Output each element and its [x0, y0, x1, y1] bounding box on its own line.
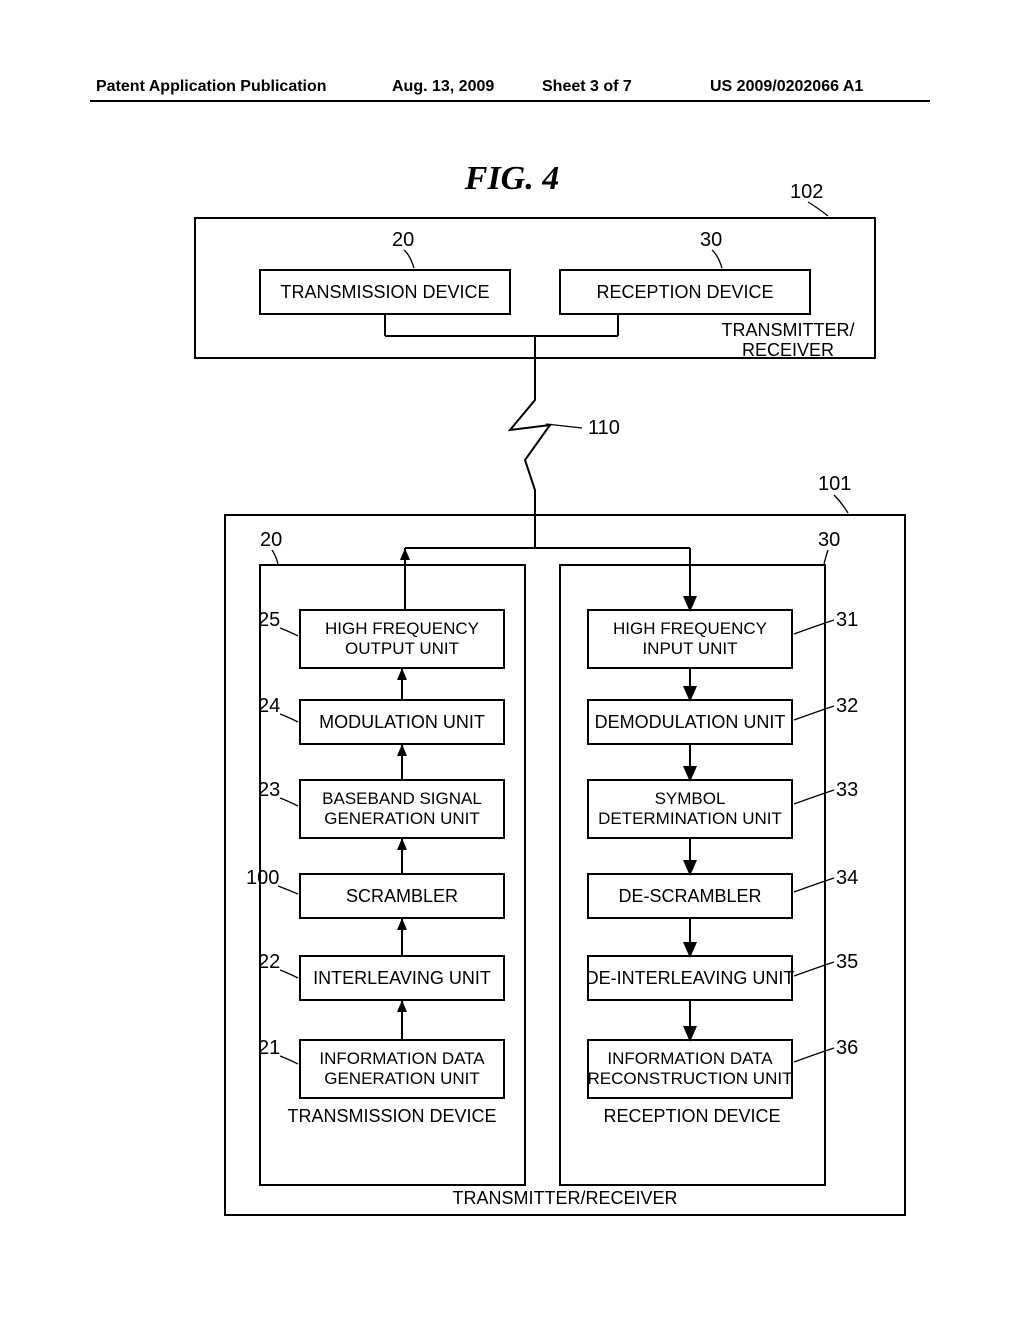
tx-21-l1: INFORMATION DATA — [319, 1049, 485, 1068]
leader-100 — [278, 886, 298, 894]
tx-24-l1: MODULATION UNIT — [319, 712, 485, 732]
leader-21 — [280, 1056, 298, 1064]
ref-36: 36 — [836, 1037, 858, 1059]
rx-35-l1: DE-INTERLEAVING UNIT — [586, 968, 795, 988]
tx-23-l1: BASEBAND SIGNAL — [322, 789, 482, 808]
rx-33-l1: SYMBOL — [655, 789, 726, 808]
ref-34: 34 — [836, 867, 858, 889]
leader-24 — [280, 714, 298, 722]
rx-32-l1: DEMODULATION UNIT — [595, 712, 786, 732]
tx-100-l1: SCRAMBLER — [346, 886, 458, 906]
leader-30-upper — [712, 250, 722, 268]
ref-100: 100 — [246, 867, 279, 889]
tx-22-l1: INTERLEAVING UNIT — [313, 968, 491, 988]
leader-102 — [808, 202, 828, 216]
ref-35: 35 — [836, 951, 858, 973]
ref-30-upper: 30 — [700, 229, 722, 251]
ref-20-lower: 20 — [260, 529, 282, 551]
rx-34-l1: DE-SCRAMBLER — [618, 886, 761, 906]
leader-36 — [794, 1048, 834, 1062]
leader-33 — [794, 790, 834, 804]
tx-25-l2: OUTPUT UNIT — [345, 639, 459, 658]
ref-101: 101 — [818, 473, 851, 495]
rx-36-l1: INFORMATION DATA — [607, 1049, 773, 1068]
wireless-link — [510, 358, 550, 548]
leader-31 — [794, 620, 834, 634]
rx-31-l2: INPUT UNIT — [642, 639, 737, 658]
leader-20-upper — [404, 250, 414, 268]
ref-33: 33 — [836, 779, 858, 801]
leader-30-lower — [824, 550, 828, 564]
leader-34 — [794, 878, 834, 892]
upper-tx-label: TRANSMISSION DEVICE — [280, 282, 489, 302]
leader-23 — [280, 798, 298, 806]
tx-25-l1: HIGH FREQUENCY — [325, 619, 479, 638]
ref-23: 23 — [258, 779, 280, 801]
upper-rx-label: RECEPTION DEVICE — [596, 282, 773, 302]
rx-36-l2: RECONSTRUCTION UNIT — [588, 1069, 793, 1088]
ref-32: 32 — [836, 695, 858, 717]
upper-tr-label-line1: TRANSMITTER/ — [722, 320, 855, 340]
tx-23-l2: GENERATION UNIT — [324, 809, 480, 828]
ref-30-lower: 30 — [818, 529, 840, 551]
ref-22: 22 — [258, 951, 280, 973]
ref-24: 24 — [258, 695, 280, 717]
ref-20-upper: 20 — [392, 229, 414, 251]
lower-branch-up-tx-ah — [400, 548, 410, 560]
ref-31: 31 — [836, 609, 858, 631]
leader-25 — [280, 628, 298, 636]
lower-outer-caption: TRANSMITTER/RECEIVER — [452, 1188, 677, 1208]
ref-25: 25 — [258, 609, 280, 631]
block-diagram: 102 TRANSMISSION DEVICE 20 RECEPTION DEV… — [0, 0, 1024, 1320]
lower-rx-caption: RECEPTION DEVICE — [603, 1106, 780, 1126]
rx-31-l1: HIGH FREQUENCY — [613, 619, 767, 638]
leader-22 — [280, 970, 298, 978]
leader-20-lower — [272, 550, 278, 564]
leader-110 — [546, 424, 582, 428]
leader-35 — [794, 962, 834, 976]
ref-102: 102 — [790, 181, 823, 203]
leader-101 — [834, 495, 848, 513]
ref-21: 21 — [258, 1037, 280, 1059]
upper-tr-label-line2: RECEIVER — [742, 340, 834, 360]
ref-110: 110 — [588, 417, 620, 439]
rx-33-l2: DETERMINATION UNIT — [598, 809, 782, 828]
leader-32 — [794, 706, 834, 720]
tx-21-l2: GENERATION UNIT — [324, 1069, 480, 1088]
lower-tx-caption: TRANSMISSION DEVICE — [287, 1106, 496, 1126]
